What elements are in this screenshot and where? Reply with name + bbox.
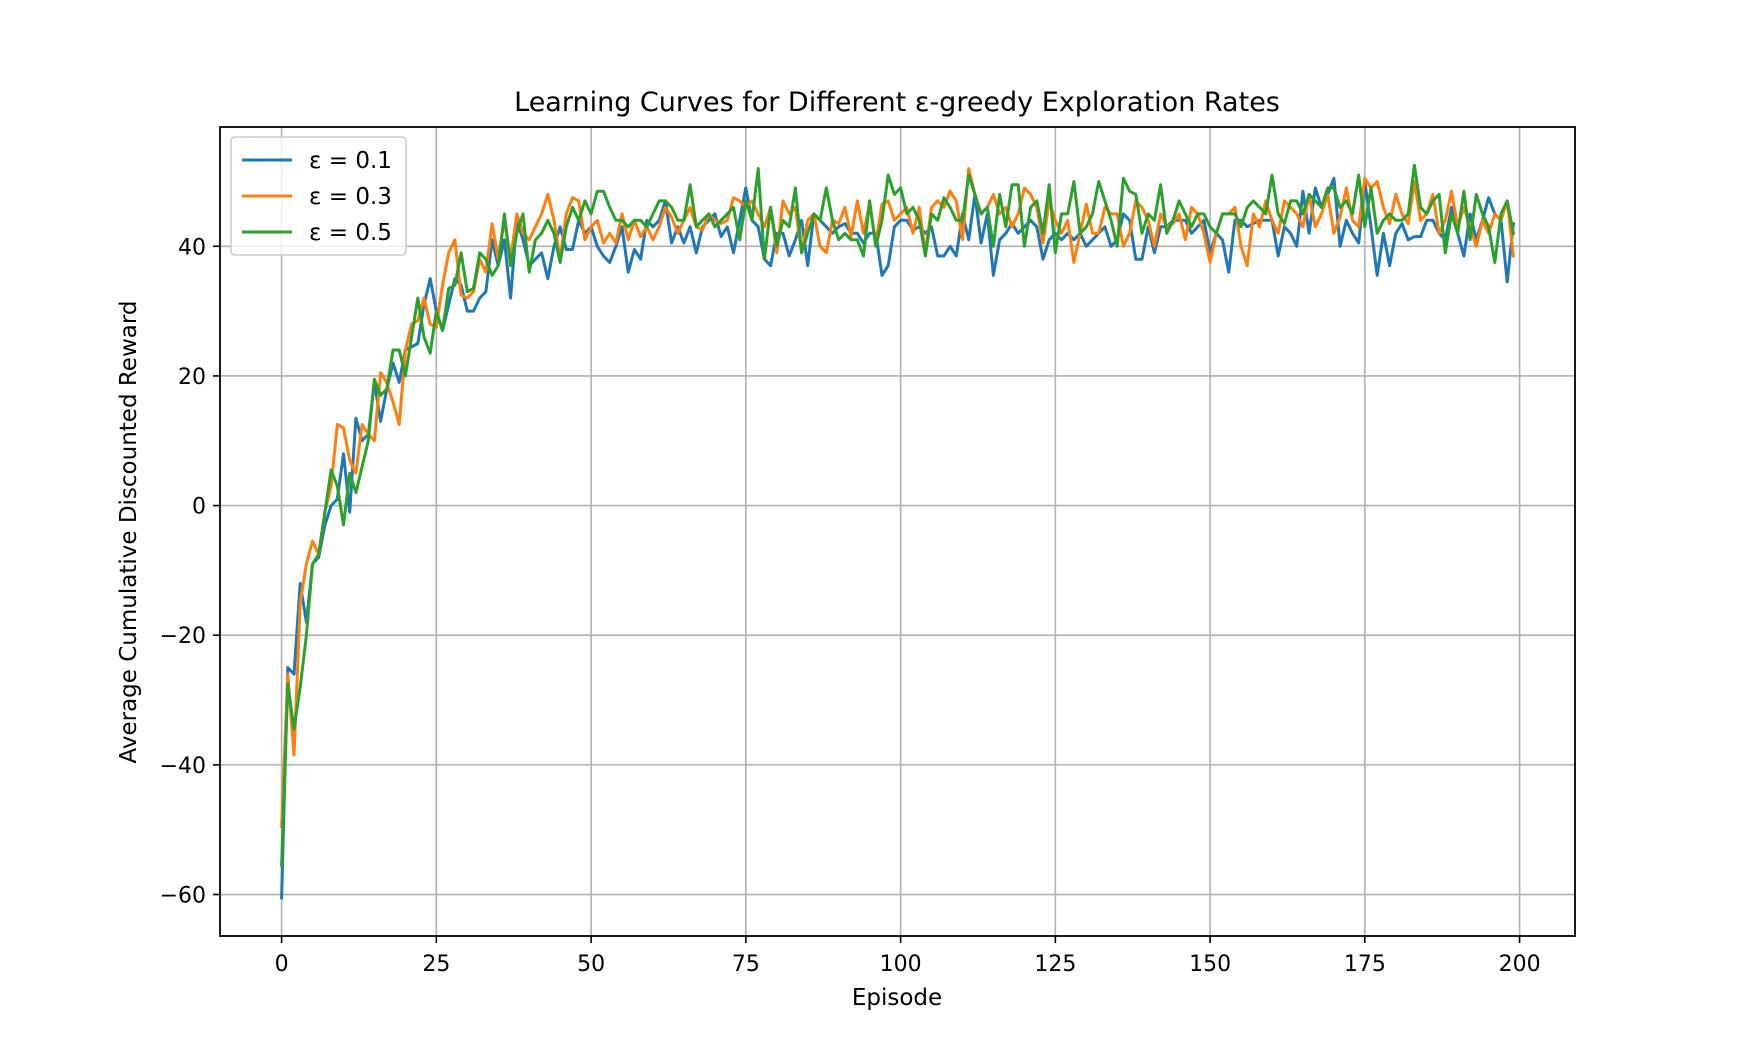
y-tick-label: −40 [160, 754, 206, 779]
legend-label-1: ε = 0.1 [309, 148, 392, 174]
legend-label-3: ε = 0.5 [309, 220, 392, 246]
x-tick-label: 175 [1344, 952, 1386, 977]
y-axis-label: Average Cumulative Discounted Reward [116, 300, 142, 763]
x-tick-label: 100 [880, 952, 922, 977]
x-tick-label: 150 [1189, 952, 1231, 977]
chart-title: Learning Curves for Different ε-greedy E… [514, 87, 1280, 118]
x-tick-label: 200 [1499, 952, 1541, 977]
y-tick-label: −60 [160, 884, 206, 909]
legend-box [230, 136, 407, 256]
y-tick-label: −20 [160, 624, 206, 649]
x-axis-label: Episode [852, 985, 942, 1011]
x-tick-label: 0 [275, 952, 289, 977]
plot-frame [219, 126, 1576, 937]
x-tick-label: 50 [577, 952, 605, 977]
y-tick-label: 20 [178, 365, 206, 390]
series-lines [280, 163, 1516, 900]
grid [220, 127, 1575, 936]
x-tick-label: 25 [422, 952, 450, 977]
x-tick-label: 75 [732, 952, 760, 977]
legend-label-2: ε = 0.3 [309, 184, 392, 210]
legend: ε = 0.1 ε = 0.3 ε = 0.5 [230, 136, 407, 256]
x-tick-label: 125 [1034, 952, 1076, 977]
series-line-1 [280, 176, 1516, 900]
series-line-3 [280, 163, 1516, 867]
axis-ticks: 0 25 50 75 100 125 150 175 200 −60 −40 −20 0 20 40 [160, 235, 1541, 977]
y-tick-label: 0 [192, 495, 206, 520]
y-tick-label: 40 [178, 235, 206, 260]
